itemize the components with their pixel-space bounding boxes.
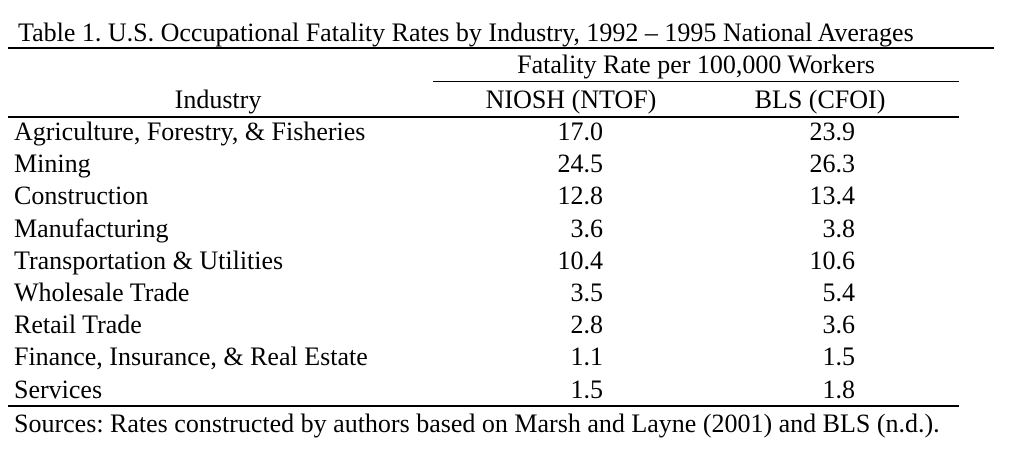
spanner-rule	[433, 81, 959, 82]
table-row-bls-value: 23.9	[809, 117, 856, 146]
table-row-industry: Agriculture, Forestry, & Fisheries	[14, 117, 366, 146]
table-row-niosh-value: 24.5	[557, 149, 604, 178]
table-row-bls-value: 3.6	[822, 310, 856, 339]
table-row-industry: Finance, Insurance, & Real Estate	[14, 342, 368, 371]
table-row-niosh-value: 1.5	[570, 375, 604, 404]
table-row-industry: Transportation & Utilities	[14, 246, 284, 275]
bottom-rule	[8, 405, 959, 407]
table-row-industry: Wholesale Trade	[14, 278, 190, 307]
header-rule	[8, 116, 959, 118]
table-row-bls-value: 1.8	[822, 375, 856, 404]
table-row-bls-value: 10.6	[809, 246, 856, 275]
table-row-niosh-value: 3.5	[570, 278, 604, 307]
table-row-niosh-value: 1.1	[570, 342, 604, 371]
table-row-industry: Services	[14, 375, 103, 404]
table-row-industry: Manufacturing	[14, 214, 169, 243]
table-row-niosh-value: 12.8	[557, 181, 604, 210]
table-row-bls-value: 3.8	[822, 214, 856, 243]
table-row-industry: Construction	[14, 181, 149, 210]
table-row-niosh-value: 10.4	[557, 246, 604, 275]
column-header-bls: BLS (CFOI)	[754, 85, 886, 114]
table-row-niosh-value: 2.8	[570, 310, 604, 339]
table-row-industry: Mining	[14, 149, 91, 178]
column-header-niosh: NIOSH (NTOF)	[485, 85, 657, 114]
source-note: Sources: Rates constructed by authors ba…	[14, 409, 940, 438]
column-header-industry: Industry	[174, 85, 262, 114]
table-caption: Table 1. U.S. Occupational Fatality Rate…	[18, 18, 914, 47]
spanner-header: Fatality Rate per 100,000 Workers	[517, 50, 875, 79]
table-row-bls-value: 26.3	[809, 149, 856, 178]
table-row-niosh-value: 17.0	[557, 117, 604, 146]
table-row-niosh-value: 3.6	[570, 214, 604, 243]
table-row-bls-value: 5.4	[822, 278, 856, 307]
table-row-bls-value: 13.4	[809, 181, 856, 210]
table-row-industry: Retail Trade	[14, 310, 142, 339]
caption-rule	[8, 47, 994, 49]
table-row-bls-value: 1.5	[822, 342, 856, 371]
